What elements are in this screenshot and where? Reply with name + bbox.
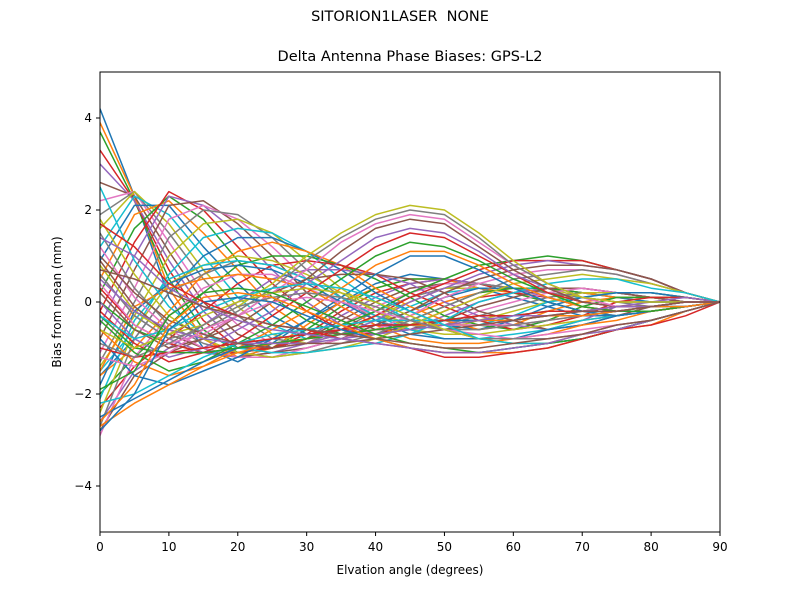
- x-axis-ticks: 0 10 20 30 40 50 60 70 80 90: [96, 532, 728, 554]
- chart-title: Delta Antenna Phase Biases: GPS-L2: [277, 49, 543, 65]
- x-tick-label: 20: [230, 540, 245, 554]
- y-tick-label: 2: [84, 203, 92, 217]
- x-tick-label: 60: [506, 540, 521, 554]
- series-line: [100, 255, 720, 349]
- series-line: [100, 273, 720, 372]
- series-line: [100, 269, 720, 349]
- series-line: [100, 255, 720, 386]
- x-tick-label: 0: [96, 540, 104, 554]
- x-tick-label: 30: [299, 540, 314, 554]
- figure-suptitle: SITORION1LASER NONE: [311, 9, 489, 25]
- y-tick-label: 0: [84, 295, 92, 309]
- y-axis-label: Bias from mean (mm): [50, 236, 64, 367]
- y-tick-label: 4: [84, 111, 92, 125]
- x-tick-label: 70: [575, 540, 590, 554]
- x-axis-label: Elvation angle (degrees): [337, 563, 484, 577]
- x-tick-label: 90: [712, 540, 727, 554]
- y-axis-ticks: −4 −2 0 2 4: [74, 111, 100, 493]
- x-tick-label: 40: [368, 540, 383, 554]
- x-tick-label: 10: [161, 540, 176, 554]
- series-layer: [100, 108, 720, 437]
- y-tick-label: −2: [74, 387, 92, 401]
- x-tick-label: 50: [437, 540, 452, 554]
- x-tick-label: 80: [643, 540, 658, 554]
- y-tick-label: −4: [74, 479, 92, 493]
- series-line: [100, 292, 720, 423]
- series-line: [100, 278, 720, 345]
